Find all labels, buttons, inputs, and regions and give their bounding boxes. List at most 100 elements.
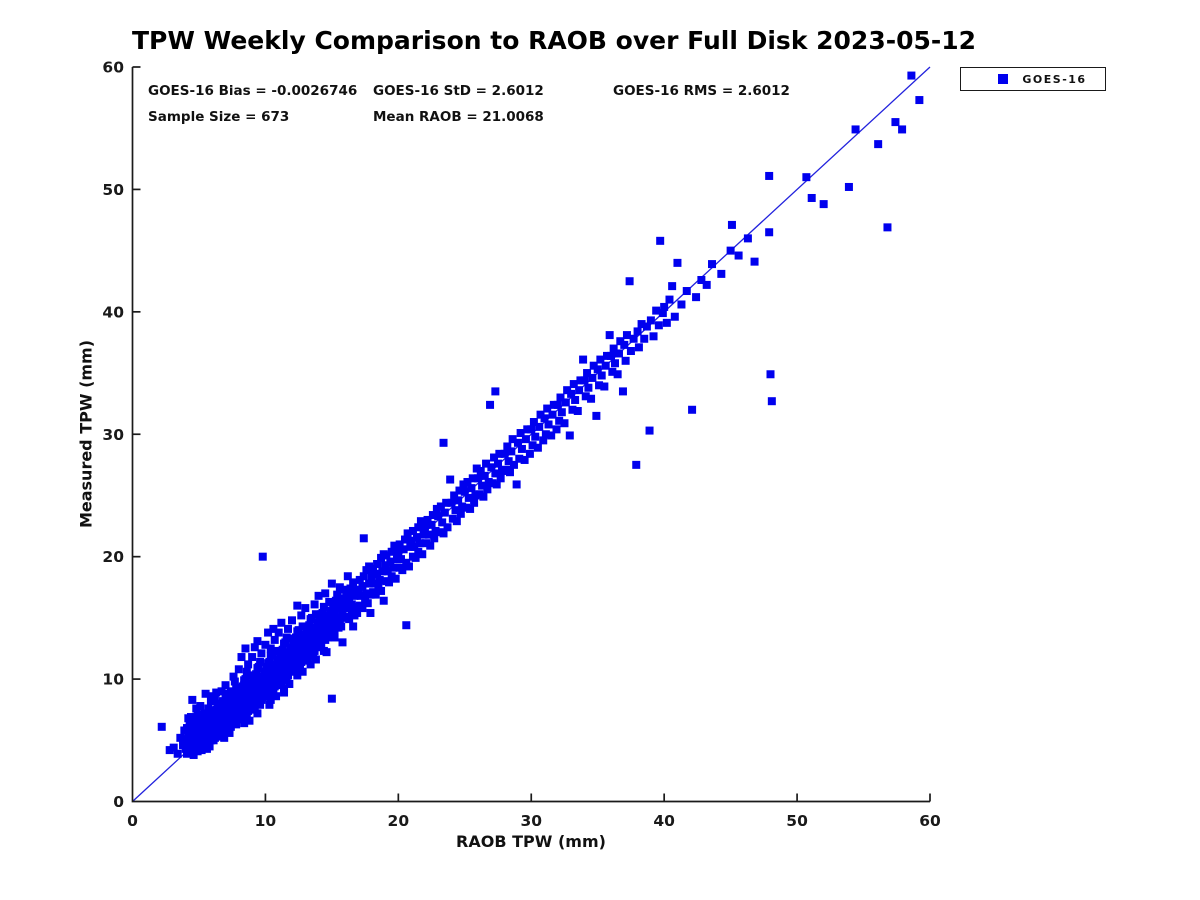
data-point: [338, 607, 347, 616]
data-point: [442, 498, 451, 507]
data-point: [228, 687, 237, 696]
data-point: [208, 709, 217, 718]
data-point: [474, 474, 483, 483]
data-point: [633, 327, 642, 336]
data-point: [337, 622, 346, 631]
data-point: [593, 365, 602, 374]
data-point: [486, 400, 495, 409]
data-point: [512, 480, 521, 489]
data-point: [607, 351, 615, 360]
data-point: [197, 746, 206, 755]
data-point: [220, 733, 229, 742]
data-point: [609, 344, 618, 353]
data-point: [290, 634, 299, 643]
data-point: [533, 443, 542, 452]
data-point: [346, 584, 355, 593]
data-point: [601, 361, 610, 370]
data-point: [254, 662, 263, 671]
data-point: [844, 182, 853, 191]
data-point: [592, 411, 601, 420]
data-point: [253, 637, 262, 646]
data-point: [529, 418, 538, 427]
data-point: [205, 742, 214, 751]
data-point: [584, 383, 593, 392]
data-point: [568, 405, 577, 414]
data-point: [426, 541, 435, 550]
data-point: [387, 547, 396, 556]
data-point: [427, 520, 436, 529]
data-point: [371, 590, 380, 599]
data-point: [660, 302, 669, 311]
data-point: [390, 541, 399, 550]
data-point: [250, 671, 259, 680]
data-point: [226, 694, 235, 703]
data-point: [221, 681, 230, 690]
data-point: [314, 591, 323, 600]
data-point: [610, 359, 619, 368]
data-point: [200, 741, 209, 750]
data-point: [640, 334, 649, 343]
x-tick-label: 30: [520, 812, 542, 830]
x-tick-label: 0: [127, 812, 138, 830]
data-point: [505, 468, 514, 477]
data-point: [196, 732, 205, 741]
data-point: [496, 474, 505, 483]
stat-bias: GOES-16 Bias = -0.0026746: [148, 83, 358, 99]
data-point: [625, 277, 634, 286]
data-point: [438, 518, 447, 527]
data-point: [330, 628, 339, 637]
stat-std: GOES-16 StD = 2.6012: [373, 83, 544, 99]
data-point: [359, 534, 368, 543]
data-point: [382, 551, 391, 560]
data-point: [240, 719, 249, 728]
data-point: [525, 449, 534, 458]
data-point: [269, 624, 278, 633]
data-point: [285, 679, 294, 688]
data-point: [618, 387, 627, 396]
data-point: [238, 692, 247, 701]
page-title: TPW Weekly Comparison to RAOB over Full …: [132, 26, 977, 55]
data-point: [517, 444, 526, 453]
data-point: [466, 504, 475, 513]
data-point: [605, 331, 614, 340]
data-point: [456, 509, 465, 518]
data-point: [646, 316, 655, 325]
data-point: [557, 408, 566, 417]
data-point: [597, 371, 606, 380]
data-point: [541, 430, 550, 439]
data-point: [230, 677, 239, 686]
data-point: [645, 426, 654, 435]
data-point: [193, 710, 202, 719]
data-point: [240, 681, 249, 690]
data-point: [580, 376, 589, 385]
data-point: [802, 173, 811, 182]
data-point: [579, 355, 588, 364]
data-point: [373, 560, 382, 569]
chart-legend: GOES-16: [960, 67, 1106, 91]
data-point: [221, 689, 230, 698]
data-point: [560, 419, 569, 428]
data-point: [189, 750, 198, 759]
data-point: [284, 671, 293, 680]
data-point: [527, 425, 536, 434]
data-point: [291, 643, 300, 652]
data-point: [652, 306, 661, 315]
data-point: [266, 695, 275, 704]
data-point: [548, 410, 557, 419]
data-point: [248, 653, 257, 662]
data-point: [369, 564, 378, 573]
data-point: [767, 397, 776, 406]
data-point: [717, 269, 726, 278]
data-point: [214, 721, 223, 730]
data-point: [394, 547, 403, 556]
data-point: [743, 234, 752, 243]
data-point: [225, 728, 234, 737]
data-point: [415, 539, 424, 548]
data-point: [424, 530, 433, 539]
data-point: [446, 475, 455, 484]
data-point: [507, 447, 516, 456]
data-point: [439, 438, 448, 447]
data-point: [569, 380, 578, 389]
data-point: [637, 320, 646, 329]
